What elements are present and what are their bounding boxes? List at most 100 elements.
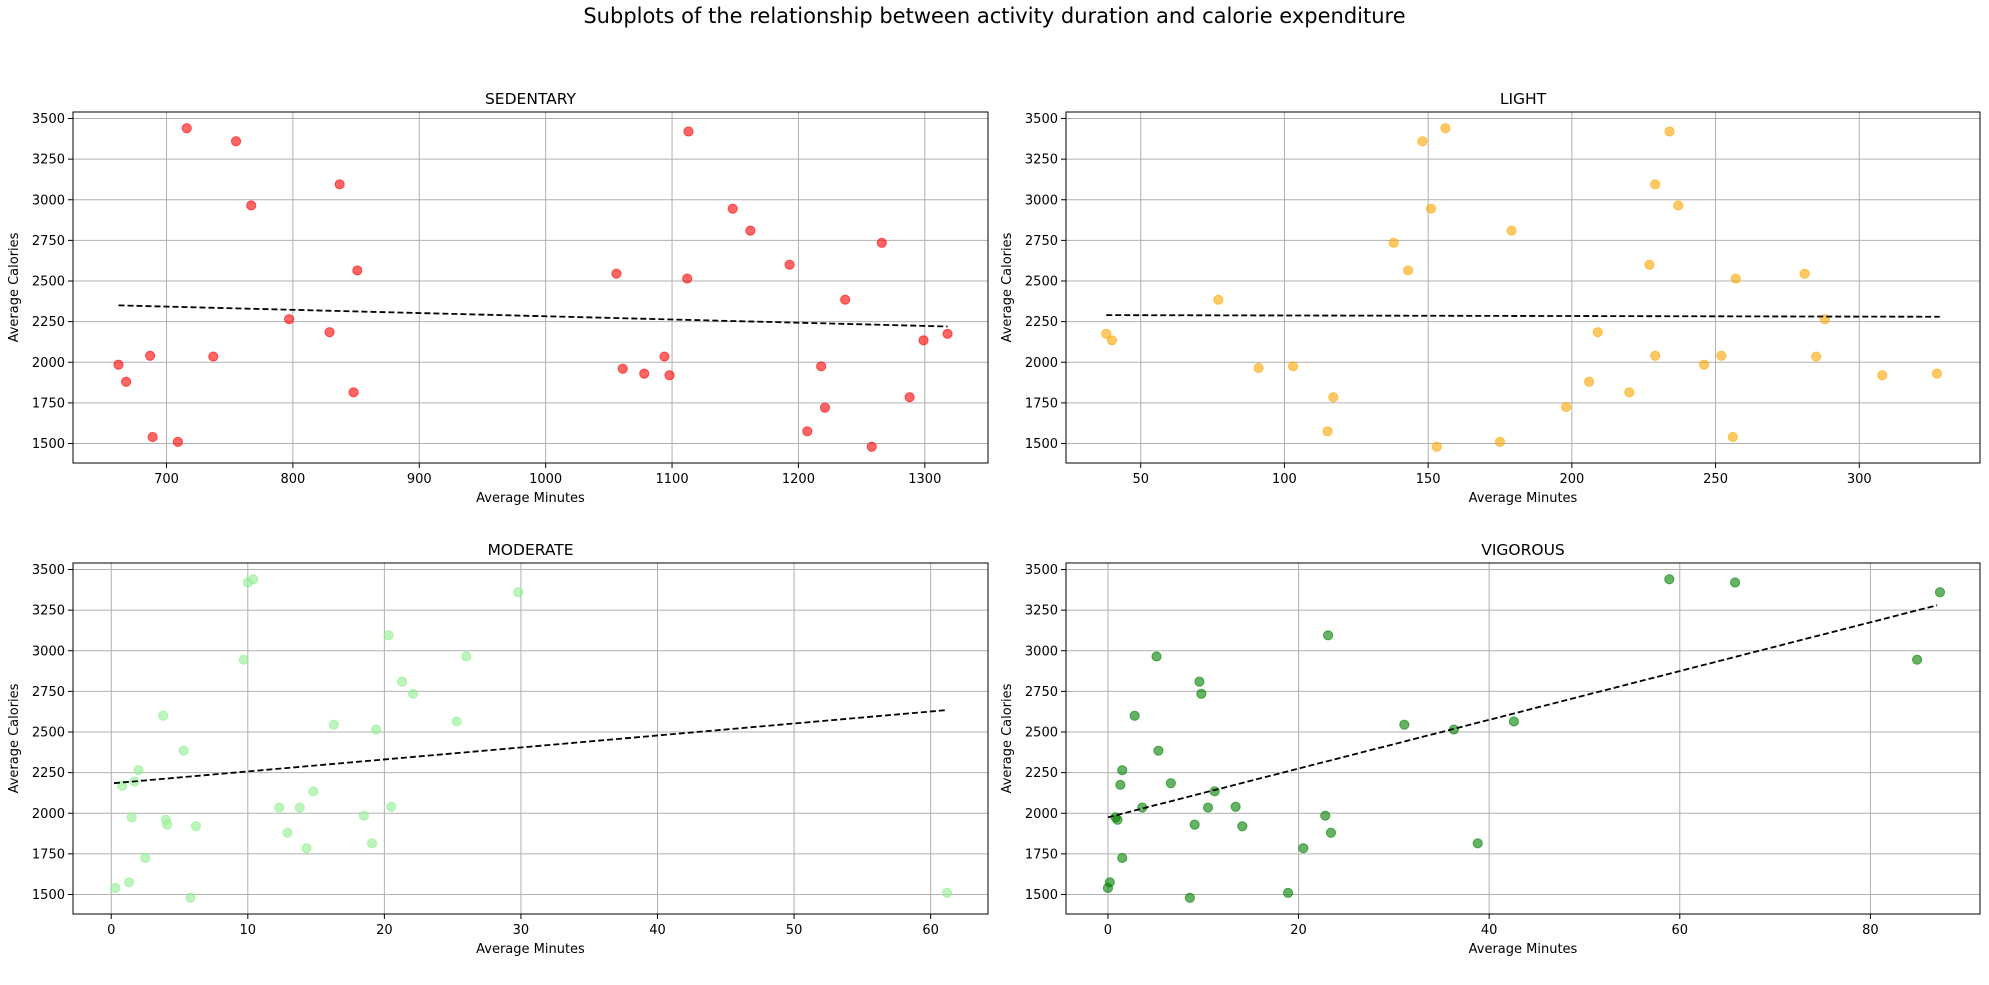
data-point (144, 350, 156, 361)
subplot-title: VIGOROUS (1481, 541, 1565, 559)
x-tick-label: 60 (1672, 923, 1689, 938)
data-point (1282, 887, 1294, 898)
data-point (876, 237, 887, 248)
x-tick-label: 200 (1559, 472, 1584, 487)
data-point (328, 719, 339, 730)
subplot-title: MODERATE (487, 541, 573, 559)
x-tick-label: 30 (513, 923, 530, 938)
data-point (1117, 852, 1128, 864)
data-point (784, 259, 795, 270)
data-point (1117, 765, 1128, 776)
y-tick-label: 2500 (32, 726, 65, 741)
trend-line (118, 304, 948, 328)
y-tick-label: 3500 (32, 563, 65, 578)
data-point (120, 376, 132, 387)
x-tick-label: 1000 (529, 472, 562, 487)
subplot-sedentary: 700 800 900 1000 1100 1200 1300 1500 1750 2000 225… (7, 90, 989, 506)
data-point (294, 802, 305, 813)
data-point (1151, 651, 1162, 662)
data-point (1494, 436, 1506, 447)
data-point (659, 351, 670, 362)
data-point (1561, 401, 1572, 413)
data-point (1153, 745, 1164, 756)
y-tick-label: 2250 (1025, 766, 1058, 781)
data-point (1716, 350, 1727, 361)
y-tick-label: 1750 (32, 396, 65, 411)
y-tick-label: 3500 (1025, 563, 1058, 578)
data-point (1165, 778, 1176, 789)
y-tick-label: 1500 (1025, 888, 1058, 903)
data-point (1934, 587, 1946, 598)
data-point (941, 887, 953, 898)
data-point (397, 676, 408, 687)
y-tick-label: 2000 (1025, 807, 1058, 822)
data-point (1508, 716, 1520, 727)
axes-frame (1065, 562, 1981, 915)
data-point (866, 441, 877, 452)
y-tick-label: 3250 (32, 153, 65, 168)
data-point (683, 126, 694, 137)
y-tick-label: 3000 (1025, 644, 1058, 659)
x-tick-label: 20 (376, 923, 393, 938)
data-point (1911, 654, 1923, 665)
data-point (126, 812, 137, 823)
data-point (1104, 877, 1115, 888)
data-point (172, 436, 183, 447)
y-tick-label: 1500 (32, 888, 65, 903)
data-point (1202, 802, 1214, 813)
x-tick-label: 0 (1104, 923, 1112, 938)
y-tick-label: 3250 (1025, 604, 1058, 619)
data-point (1230, 801, 1241, 812)
data-point (181, 123, 192, 134)
x-tick-label: 10 (240, 923, 257, 938)
y-tick-label: 3000 (1025, 193, 1058, 208)
axes-frame (1065, 111, 1981, 464)
data-point (1664, 126, 1675, 137)
y-tick-label: 3000 (32, 644, 65, 659)
y-tick-label: 1750 (1025, 396, 1058, 411)
x-tick-label: 800 (280, 472, 305, 487)
data-point (802, 426, 813, 437)
data-point (158, 710, 169, 721)
data-point (238, 654, 249, 665)
y-tick-label: 2000 (32, 356, 65, 371)
data-point (1584, 376, 1595, 387)
data-point (1417, 136, 1428, 147)
data-point (1129, 710, 1140, 721)
axes-frame (72, 562, 989, 915)
subplot-light: 50 100 150 200 250 300 1500 1750 2000 2250 2500 275… (1000, 90, 1981, 506)
data-point (1106, 335, 1118, 346)
x-tick-label: 700 (154, 472, 179, 487)
data-point (284, 314, 295, 325)
x-tick-label: 80 (1862, 923, 1879, 938)
y-tick-label: 2500 (1025, 726, 1058, 741)
data-point (162, 819, 173, 830)
data-point (727, 203, 738, 214)
data-point (1440, 123, 1451, 134)
y-tick-label: 2000 (32, 807, 65, 822)
data-point (1209, 786, 1220, 797)
data-point (745, 225, 756, 236)
trend-line (1106, 314, 1940, 318)
data-point (113, 359, 124, 370)
data-point (324, 327, 335, 338)
data-point (1729, 577, 1741, 588)
data-point (1184, 892, 1195, 903)
data-point (1472, 838, 1483, 849)
x-tick-label: 40 (1481, 923, 1498, 938)
subplot-title: SEDENTARY (485, 90, 577, 108)
data-point (1727, 431, 1738, 443)
data-point (386, 801, 397, 812)
data-point (1196, 688, 1207, 699)
data-point (1320, 810, 1331, 821)
data-point (1799, 268, 1810, 279)
x-tick-label: 1300 (908, 472, 941, 487)
data-point (334, 179, 345, 190)
data-point (1253, 362, 1264, 374)
y-tick-label: 2750 (32, 685, 65, 700)
x-tick-label: 20 (1290, 923, 1307, 938)
data-point (140, 852, 151, 864)
data-point (1388, 237, 1399, 248)
data-point (208, 351, 219, 362)
